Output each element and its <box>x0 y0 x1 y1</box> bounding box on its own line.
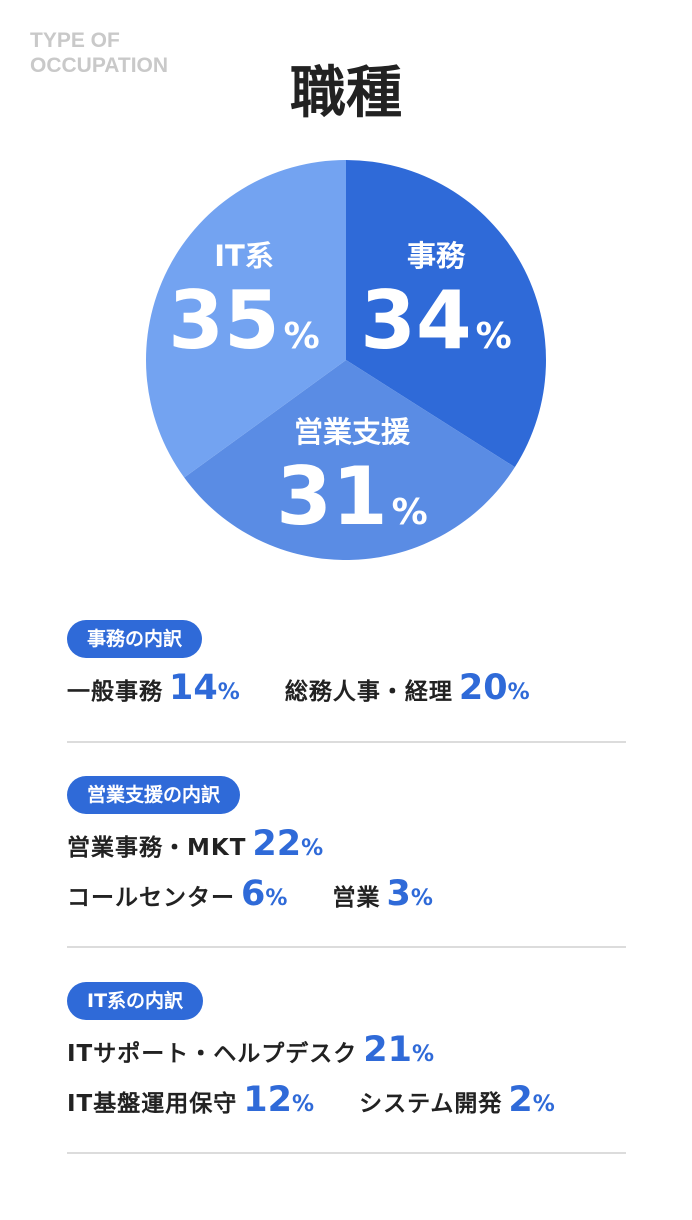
divider <box>67 946 626 948</box>
breakdown-item-it-infra: IT基盤運用保守 12% <box>67 1080 315 1120</box>
pie-value-it: 35% <box>168 274 319 367</box>
breakdown-item-general-office: 一般事務 14% <box>67 668 240 708</box>
breakdown-item-general-affairs: 総務人事・経理 20% <box>284 668 530 708</box>
pie-slice-it <box>145 160 346 478</box>
eyebrow-label: TYPE OF OCCUPATION <box>30 28 168 78</box>
breakdown-item-call-center: コールセンター 6% <box>67 874 288 914</box>
pie-value-jimu: 34% <box>360 274 511 367</box>
breakdown-row: 一般事務 14% 総務人事・経理 20% <box>67 668 626 718</box>
badge-it: IT系の内訳 <box>67 982 204 1020</box>
eyebrow-line-1: TYPE OF <box>30 29 120 52</box>
breakdown-item-sales-office: 営業事務・MKT 22% <box>67 824 324 864</box>
section-eigyo-breakdown: 営業支援の内訳 営業事務・MKT 22% コールセンター 6% 営業 3% <box>67 776 626 924</box>
breakdown-row: 営業事務・MKT 22% <box>67 824 626 874</box>
pie-slice-jimu <box>346 160 546 468</box>
breakdown-item-sales: 営業 3% <box>332 874 433 914</box>
breakdown-item-system-dev: システム開発 2% <box>359 1080 555 1120</box>
page-title: 職種 <box>290 61 402 126</box>
pie-label-jimu: 事務 <box>407 239 466 273</box>
breakdown-item-it-support: ITサポート・ヘルプデスク 21% <box>67 1030 435 1070</box>
eyebrow-line-2: OCCUPATION <box>30 54 169 77</box>
pie-label-it: IT系 <box>214 239 274 273</box>
divider <box>67 1152 626 1154</box>
breakdown-row: ITサポート・ヘルプデスク 21% <box>67 1030 626 1080</box>
section-jimu-breakdown: 事務の内訳 一般事務 14% 総務人事・経理 20% <box>67 620 626 718</box>
badge-jimu: 事務の内訳 <box>67 620 203 658</box>
pie-label-eigyo: 営業支援 <box>294 415 411 449</box>
divider <box>67 741 626 743</box>
badge-eigyo: 営業支援の内訳 <box>67 776 241 814</box>
section-it-breakdown: IT系の内訳 ITサポート・ヘルプデスク 21% IT基盤運用保守 12% システム… <box>67 982 626 1130</box>
breakdown-row: IT基盤運用保守 12% システム開発 2% <box>67 1080 626 1130</box>
pie-value-eigyo: 31% <box>276 450 427 543</box>
pie-slice-eigyo <box>184 360 515 560</box>
breakdown-row: コールセンター 6% 営業 3% <box>67 874 626 924</box>
